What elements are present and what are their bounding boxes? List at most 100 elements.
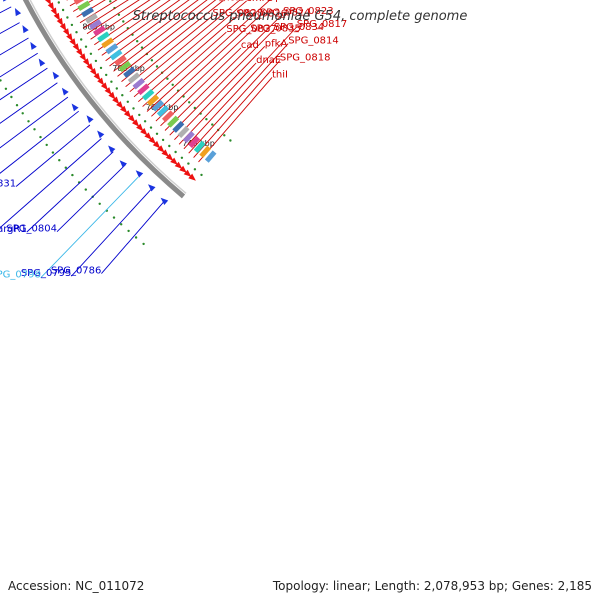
reverse-gene-arrow [123, 110, 132, 118]
tick-dot [142, 242, 145, 246]
reverse-gene-arrow [165, 153, 174, 161]
feature-block [88, 19, 102, 30]
label-leader-lines [0, 0, 298, 279]
tick-dot [21, 112, 24, 115]
label-leader-line [101, 0, 181, 56]
forward-gene-arrow [30, 41, 37, 50]
gene-label: SPG_0798 [0, 270, 41, 281]
tick-dot [171, 83, 174, 87]
label-leader-line [71, 188, 152, 277]
label-leader-line [169, 29, 275, 136]
label-leader-line [101, 200, 165, 274]
tick-dot [120, 223, 123, 226]
feature-block [199, 145, 212, 158]
tick-dot [121, 94, 124, 97]
reverse-gene-arrow [59, 23, 67, 31]
feature-color-blocks [73, 0, 217, 163]
gene-label: SPG_0831 [0, 179, 16, 190]
label-leader-line [86, 0, 140, 35]
reverse-gene-arrow [56, 17, 64, 26]
reverse-gene-arrow [53, 12, 60, 21]
label-leader-line [0, 22, 20, 35]
map-title: Streptococcus pneumoniae G54, complete g… [132, 9, 468, 24]
tick-dot [66, 16, 69, 19]
tick-dot [64, 166, 68, 169]
tick-dot [89, 52, 93, 55]
tick-dot [112, 216, 116, 219]
label-leader-line [193, 60, 281, 158]
accession-label: Accession: NC_011072 [8, 579, 145, 593]
tick-dot [10, 95, 13, 99]
label-leader-line [0, 52, 38, 78]
reverse-gene-arrow [152, 140, 161, 149]
gene-label: SPG_0826 [236, 8, 287, 19]
tick-dot [45, 143, 48, 147]
gene-label: SPG_0817 [297, 19, 348, 30]
tick-dot [134, 236, 138, 239]
tick-dot [71, 173, 74, 177]
genome-summary-label: Topology: linear; Length: 2,078,953 bp; … [272, 579, 592, 593]
label-leader-line [146, 0, 271, 112]
tick-dot [155, 65, 159, 68]
tick-dot [188, 101, 191, 104]
tick-dot [136, 40, 139, 43]
reverse-gene-arrow [86, 63, 94, 71]
label-leader-line [138, 16, 237, 103]
forward-gene-arrow [14, 8, 22, 17]
tick-dot [150, 59, 154, 62]
label-leader-line [94, 0, 161, 46]
feature-block [167, 115, 180, 128]
reverse-gene-arrow [63, 28, 70, 37]
gene-label: pfkA [265, 38, 288, 49]
tick-dot [122, 20, 125, 23]
feature-block [151, 99, 165, 112]
reverse-gene-arrow [140, 128, 148, 136]
tick-dot [229, 139, 232, 142]
tick-dot [155, 132, 159, 135]
feature-block [118, 60, 132, 73]
tick-dot [58, 159, 61, 162]
tick-dot [149, 126, 153, 129]
label-leader-line [0, 110, 79, 174]
label-leader-line [105, 0, 190, 62]
feature-block [204, 150, 217, 163]
forward-gene-arrow [52, 71, 60, 80]
reverse-gene-arrow [112, 96, 120, 105]
tick-dot [70, 23, 74, 27]
tick-dot [57, 1, 60, 4]
forward-gene-arrow [3, 0, 7, 2]
tick-dot [174, 150, 177, 154]
reverse-gene-arrow [179, 165, 187, 173]
label-leader-line [0, 37, 29, 56]
label-leader-line [155, 31, 251, 122]
reverse-gene-arrow [50, 7, 57, 16]
label-leader-line [56, 164, 126, 233]
gene-label: thiI [272, 69, 288, 80]
tick-dot [205, 118, 208, 121]
label-leader-line [160, 47, 242, 127]
reverse-gene-arrow [90, 68, 97, 76]
feature-block [146, 94, 160, 107]
tick-dot [127, 229, 130, 233]
tick-dot [132, 107, 135, 110]
reverse-gene-arrow [100, 82, 108, 91]
reverse-gene-arrow [148, 136, 156, 145]
label-leader-line [76, 0, 106, 18]
reverse-gene-arrow [66, 33, 73, 42]
label-leader-line [133, 0, 247, 98]
label-leader-line [26, 151, 114, 233]
tick-dot [75, 31, 78, 34]
forward-gene-arrow [119, 160, 127, 168]
kbp-tick-label: 740 kbp [182, 139, 215, 148]
tick-dot [117, 13, 121, 16]
label-leader-line [178, 62, 257, 145]
forward-gene-arrow [86, 115, 94, 123]
tick-dot [223, 134, 226, 137]
reverse-gene-arrow [69, 38, 76, 47]
gene-label: cad [241, 40, 259, 51]
reverse-gene-arrow [93, 72, 101, 81]
